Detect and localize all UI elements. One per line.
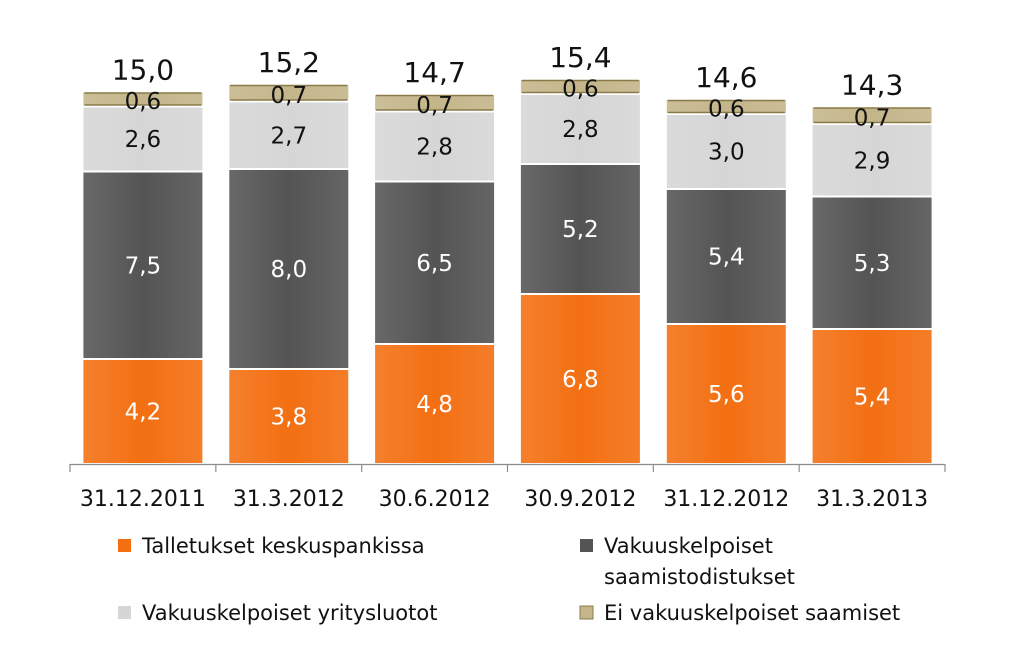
bar-segment-0-0 bbox=[81, 358, 205, 465]
total-label-4: 14,6 bbox=[695, 61, 757, 94]
total-label-1: 15,2 bbox=[258, 46, 320, 79]
bar-segment-0-2 bbox=[373, 343, 497, 465]
total-label-2: 14,7 bbox=[403, 56, 465, 89]
total-label-5: 14,3 bbox=[841, 69, 903, 102]
data-label-2-2: 2,8 bbox=[416, 135, 453, 161]
data-label-3-5: 0,7 bbox=[854, 105, 891, 131]
data-label-2-4: 3,0 bbox=[708, 140, 745, 166]
bar-segment-1-3 bbox=[518, 163, 642, 295]
bar-segment-3-5 bbox=[810, 105, 934, 125]
data-label-1-3: 5,2 bbox=[562, 217, 599, 243]
legend-swatch-1 bbox=[580, 539, 593, 552]
legend: Talletukset keskuspankissa Vakuuskelpoise… bbox=[118, 534, 900, 625]
x-tick-label-0: 31.12.2011 bbox=[80, 487, 206, 512]
data-label-0-1: 3,8 bbox=[271, 405, 308, 431]
legend-label-0: Talletukset keskuspankissa bbox=[141, 534, 425, 558]
data-label-0-4: 5,6 bbox=[708, 382, 745, 408]
legend-label-1-line-1: saamistodistukset bbox=[604, 565, 795, 589]
bar-segment-3-4 bbox=[664, 98, 788, 115]
bar-segment-0-3 bbox=[518, 293, 642, 465]
data-label-3-1: 0,7 bbox=[271, 83, 308, 109]
data-label-1-1: 8,0 bbox=[271, 257, 308, 283]
data-label-1-5: 5,3 bbox=[854, 251, 891, 277]
x-tick-label-1: 31.3.2012 bbox=[233, 487, 345, 512]
legend-swatch-3 bbox=[579, 605, 594, 620]
x-tick-label-5: 31.3.2013 bbox=[816, 487, 928, 512]
bar-segment-0-4 bbox=[664, 323, 788, 465]
data-label-3-3: 0,6 bbox=[562, 77, 599, 103]
data-label-0-5: 5,4 bbox=[854, 385, 891, 411]
bar-segment-1-2 bbox=[373, 180, 497, 345]
bar-segment-3-0 bbox=[81, 90, 205, 108]
data-label-0-3: 6,8 bbox=[562, 367, 599, 393]
legend-label-3: Ei vakuuskelpoiset saamiset bbox=[604, 601, 900, 625]
data-label-3-0: 0,6 bbox=[125, 89, 162, 115]
bar-segment-2-3 bbox=[518, 93, 642, 165]
bar-segment-3-2 bbox=[373, 93, 497, 113]
bar-segment-3-1 bbox=[227, 83, 351, 103]
data-label-1-0: 7,5 bbox=[125, 253, 162, 279]
data-label-2-1: 2,7 bbox=[271, 123, 308, 149]
data-label-1-2: 6,5 bbox=[416, 251, 453, 277]
data-label-0-0: 4,2 bbox=[125, 400, 162, 426]
legend-label-2: Vakuuskelpoiset yritysluotot bbox=[142, 601, 437, 625]
bar-segment-2-5 bbox=[810, 123, 934, 198]
bar-segment-1-0 bbox=[81, 170, 205, 360]
total-label-3: 15,4 bbox=[549, 41, 611, 74]
bar-segment-0-5 bbox=[810, 328, 934, 465]
x-axis: 31.12.2011 31.3.2012 30.6.2012 30.9.2012 31.… bbox=[69, 463, 946, 512]
data-label-0-2: 4,8 bbox=[416, 392, 453, 418]
bar-segment-1-4 bbox=[664, 188, 788, 325]
legend-label-1-line-0: Vakuuskelpoiset bbox=[604, 534, 773, 558]
data-label-1-4: 5,4 bbox=[708, 245, 745, 271]
data-label-3-4: 0,6 bbox=[708, 97, 745, 123]
data-label-2-3: 2,8 bbox=[562, 117, 599, 143]
legend-swatch-0 bbox=[118, 539, 131, 552]
data-label-2-5: 2,9 bbox=[854, 148, 891, 174]
bars-layer: 4,27,52,60,615,03,88,02,70,715,24,86,52,… bbox=[81, 41, 934, 465]
bar-segment-1-5 bbox=[810, 195, 934, 330]
data-label-3-2: 0,7 bbox=[416, 93, 453, 119]
total-label-0: 15,0 bbox=[112, 54, 174, 87]
bar-segment-2-4 bbox=[664, 113, 788, 190]
x-tick-label-3: 30.9.2012 bbox=[524, 487, 636, 512]
x-tick-label-2: 30.6.2012 bbox=[379, 487, 491, 512]
bar-segment-3-3 bbox=[518, 78, 642, 95]
bar-segment-2-2 bbox=[373, 110, 497, 183]
x-tick-label-4: 31.12.2012 bbox=[663, 487, 789, 512]
data-label-2-0: 2,6 bbox=[125, 127, 162, 153]
legend-swatch-2 bbox=[118, 606, 131, 619]
